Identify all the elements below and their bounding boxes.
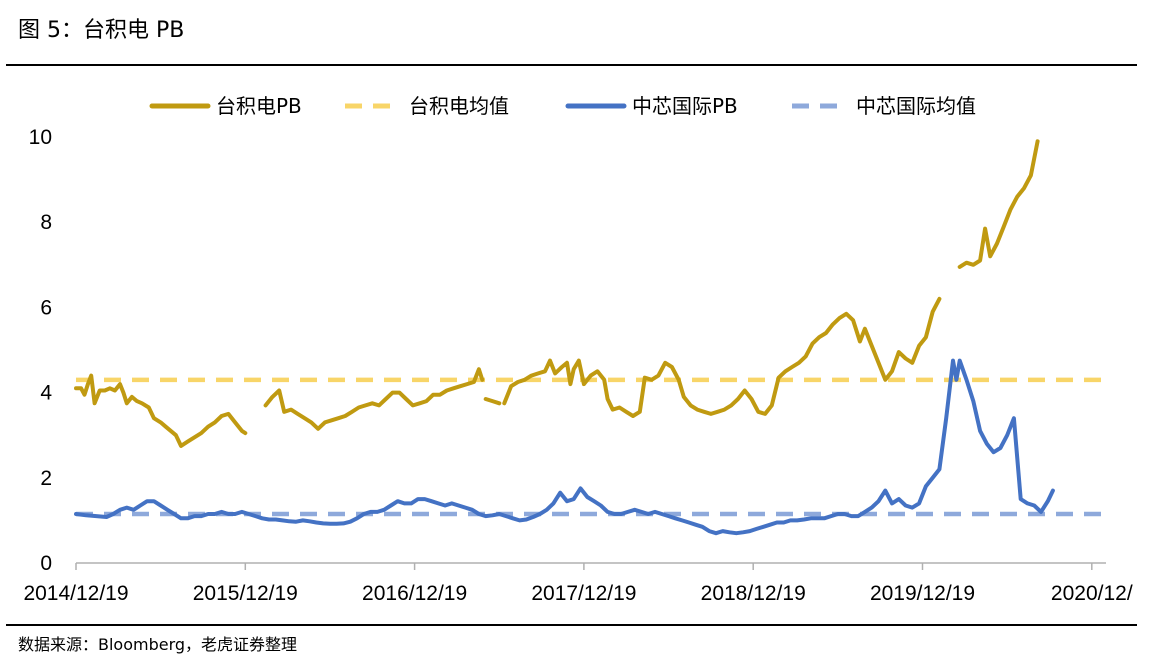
pb-line-chart: 台积电PB 台积电均值 中芯国际PB 中芯国际均值 0 2 4 6 8 10 2014/12/1… xyxy=(23,94,1133,605)
series-line-2-seg-0 xyxy=(74,358,1055,536)
x-axis-ticks: 2014/12/19 2015/12/19 2016/12/19 2017/12/19… xyxy=(23,563,1133,605)
y-tick-label: 2 xyxy=(40,467,52,490)
top-divider xyxy=(6,64,1137,66)
x-tick-label: 2017/12/19 xyxy=(531,582,636,605)
series-line-0-seg-2 xyxy=(483,397,502,406)
y-axis-ticks: 0 2 4 6 8 10 xyxy=(29,126,53,575)
y-tick-label: 0 xyxy=(40,552,52,575)
y-tick-label: 10 xyxy=(29,126,52,149)
legend-item: 台积电PB xyxy=(149,94,302,118)
legend-label: 台积电PB xyxy=(216,94,302,118)
series-line-0-seg-4 xyxy=(957,139,1040,269)
legend-label: 中芯国际均值 xyxy=(856,94,976,118)
plot-area xyxy=(74,139,1106,536)
legend-item: 中芯国际PB xyxy=(565,94,738,118)
series-line-0-seg-1 xyxy=(263,367,485,431)
x-tick-label: 2019/12/19 xyxy=(870,582,975,605)
chart-legend: 台积电PB 台积电均值 中芯国际PB 中芯国际均值 xyxy=(149,94,976,118)
series-line-0-seg-3 xyxy=(502,296,942,418)
series-line-0-seg-0 xyxy=(74,373,248,448)
x-tick-label: 2015/12/19 xyxy=(193,582,298,605)
bottom-divider xyxy=(6,624,1137,626)
y-tick-label: 6 xyxy=(40,296,52,319)
x-tick-label: 2016/12/19 xyxy=(362,582,467,605)
y-tick-label: 4 xyxy=(40,382,52,405)
y-tick-label: 8 xyxy=(40,211,52,234)
source-note: 数据来源：Bloomberg，老虎证券整理 xyxy=(18,635,298,654)
legend-item: 中芯国际均值 xyxy=(792,94,976,118)
x-tick-label: 2020/12/ xyxy=(1051,582,1133,605)
legend-label: 中芯国际PB xyxy=(632,94,738,118)
legend-label: 台积电均值 xyxy=(409,94,509,118)
x-tick-label: 2018/12/19 xyxy=(701,582,806,605)
legend-item: 台积电均值 xyxy=(345,94,509,118)
figure-title: 图 5：台积电 PB xyxy=(18,18,185,43)
x-tick-label: 2014/12/19 xyxy=(23,582,128,605)
